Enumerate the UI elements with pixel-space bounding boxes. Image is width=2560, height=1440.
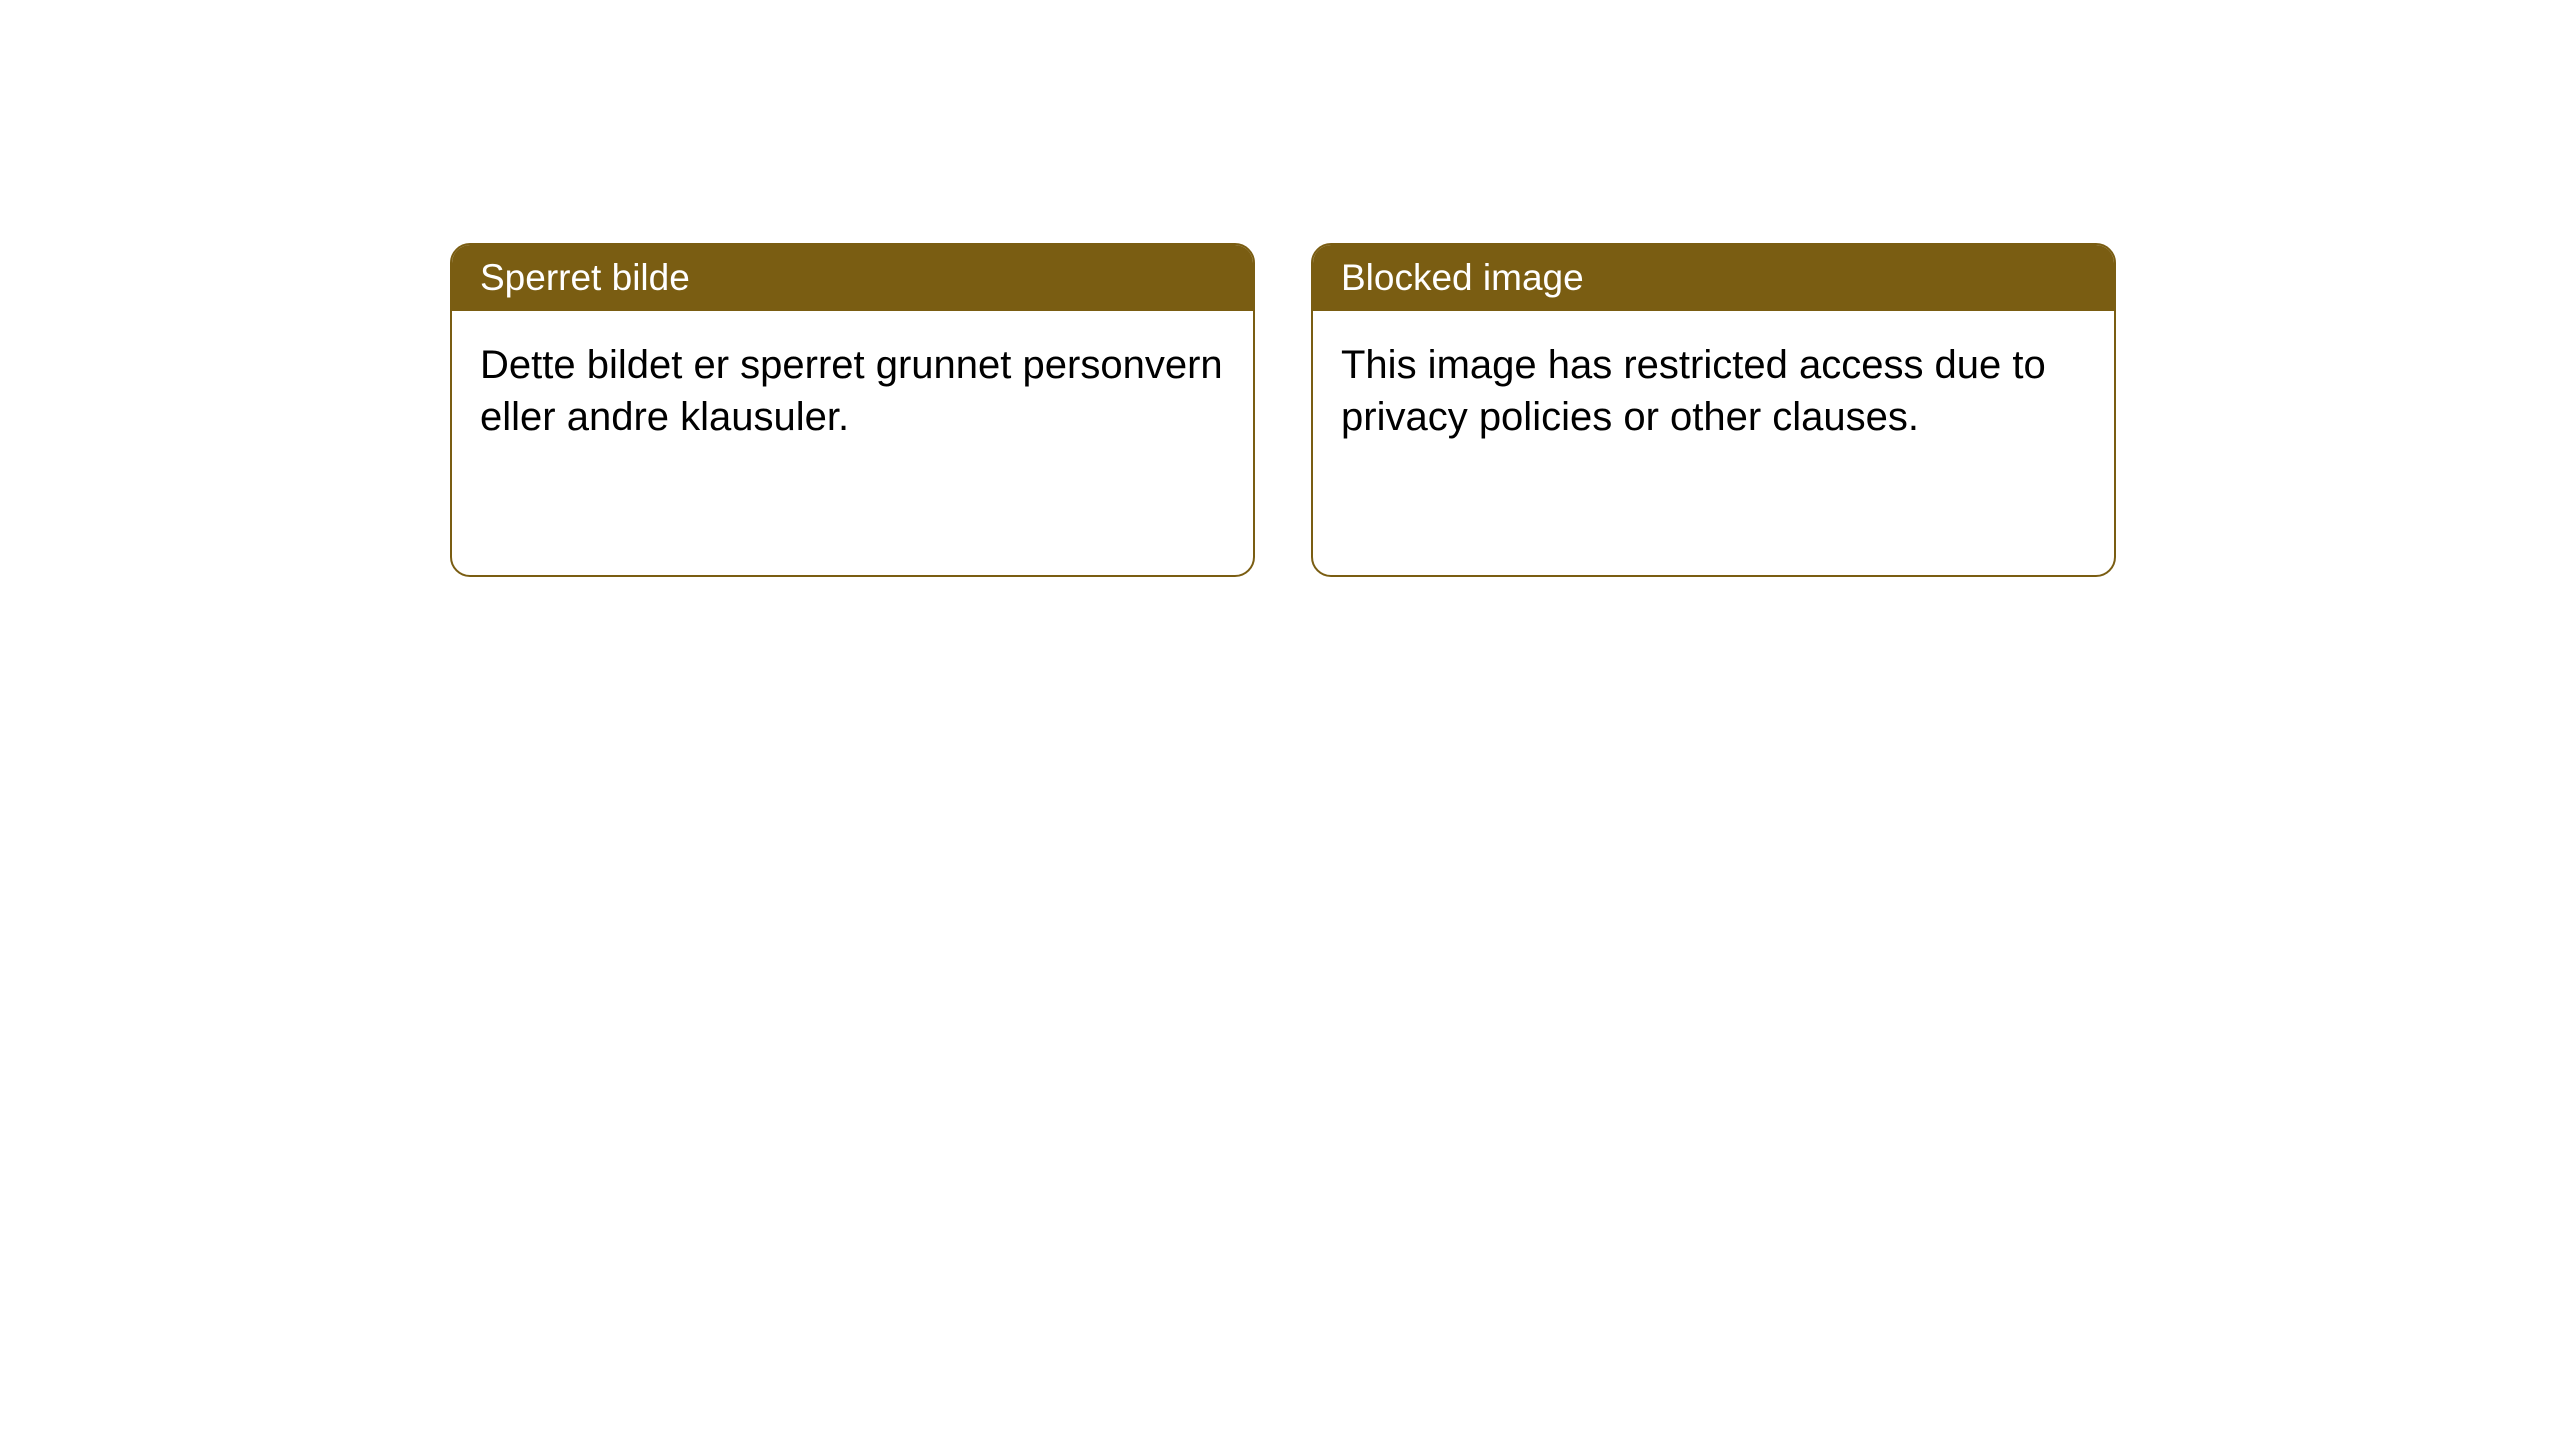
card-body-text: This image has restricted access due to … [1341, 343, 2046, 439]
card-header: Blocked image [1313, 245, 2114, 311]
card-title: Blocked image [1341, 257, 1584, 298]
cards-container: Sperret bilde Dette bildet er sperret gr… [450, 243, 2116, 577]
card-body: Dette bildet er sperret grunnet personve… [452, 311, 1253, 471]
info-card-english: Blocked image This image has restricted … [1311, 243, 2116, 577]
card-header: Sperret bilde [452, 245, 1253, 311]
card-body-text: Dette bildet er sperret grunnet personve… [480, 343, 1223, 439]
info-card-norwegian: Sperret bilde Dette bildet er sperret gr… [450, 243, 1255, 577]
card-title: Sperret bilde [480, 257, 690, 298]
card-body: This image has restricted access due to … [1313, 311, 2114, 471]
